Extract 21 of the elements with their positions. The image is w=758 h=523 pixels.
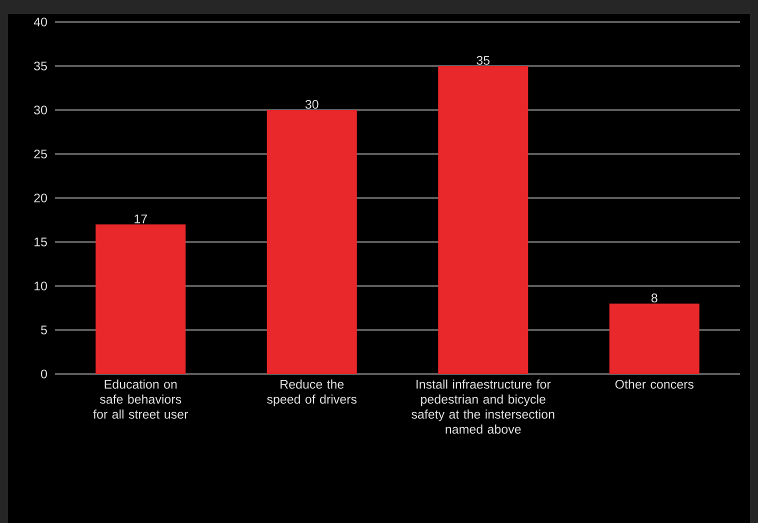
x-tick-label: Reduce the speed of drivers: [267, 380, 357, 406]
y-tick-label: 10: [34, 282, 47, 290]
y-tick-label: 35: [34, 62, 47, 70]
bar: [266, 110, 357, 374]
y-tick-label: 25: [34, 150, 47, 158]
x-tick-label: Install infraestructure for pedestrian and bicycle safety at the instersection named above: [412, 380, 554, 434]
y-tick-label: 5: [41, 326, 47, 334]
y-tick-label: 40: [34, 18, 47, 26]
x-tick-label: Education on safe behaviors for all street user: [93, 380, 188, 419]
y-tick-label: 15: [34, 238, 47, 246]
bar: [438, 66, 528, 374]
bar: [609, 304, 700, 374]
data-label: 30: [305, 100, 318, 109]
x-tick-label: Other concers: [615, 380, 694, 389]
y-tick-label: 20: [34, 194, 47, 202]
bar: [96, 224, 186, 374]
data-label: 8: [651, 294, 658, 302]
y-tick-label: 30: [34, 106, 47, 114]
y-tick-label: 0: [41, 370, 47, 378]
data-label: 35: [476, 56, 490, 65]
data-label: 17: [134, 214, 147, 224]
